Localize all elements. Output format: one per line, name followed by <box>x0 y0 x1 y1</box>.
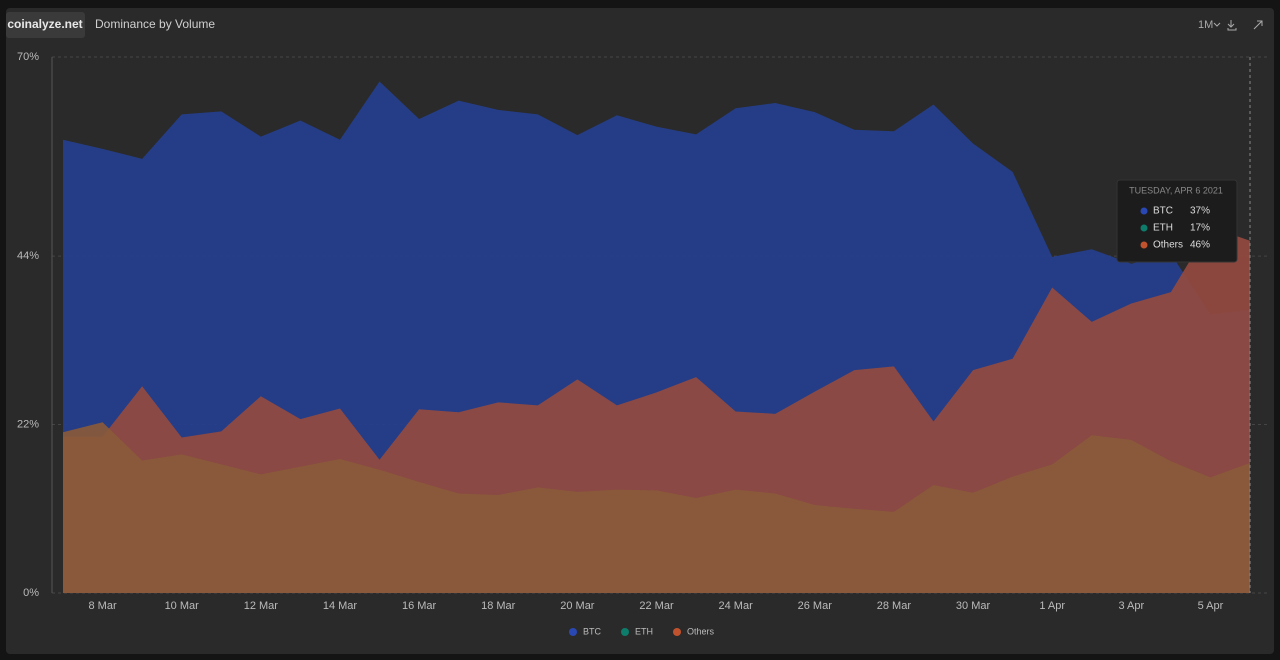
legend-label: Others <box>687 626 715 636</box>
logo[interactable]: coinalyze.net <box>7 17 82 31</box>
x-tick-label: 14 Mar <box>323 600 358 612</box>
legend-dot <box>569 628 577 636</box>
x-tick-label: 26 Mar <box>798 600 833 612</box>
download-icon[interactable] <box>1227 20 1237 31</box>
tooltip-name: BTC <box>1153 206 1173 217</box>
tooltip-value: 37% <box>1190 206 1210 217</box>
tooltip-value: 46% <box>1190 240 1210 251</box>
area <box>63 422 1250 593</box>
x-tick-label: 16 Mar <box>402 600 437 612</box>
expand-icon[interactable] <box>1253 20 1263 30</box>
x-tick-label: 20 Mar <box>560 600 595 612</box>
tooltip-name: Others <box>1153 240 1183 251</box>
x-tick-label: 3 Apr <box>1118 600 1144 612</box>
tooltip-dot <box>1140 224 1148 232</box>
tooltip-name: ETH <box>1153 223 1173 234</box>
x-tick-label: 12 Mar <box>244 600 279 612</box>
legend-dot <box>673 628 681 636</box>
tooltip <box>1116 179 1238 263</box>
y-tick-label: 22% <box>17 418 39 430</box>
x-tick-label: 30 Mar <box>956 600 991 612</box>
x-tick-label: 28 Mar <box>877 600 912 612</box>
legend-dot <box>621 628 629 636</box>
legend-label: BTC <box>583 626 602 636</box>
dropdown-icon[interactable] <box>1213 22 1221 27</box>
tooltip-dot <box>1140 207 1148 215</box>
tooltip-value: 17% <box>1190 223 1210 234</box>
tooltip-dot <box>1140 241 1148 249</box>
x-tick-label: 18 Mar <box>481 600 516 612</box>
x-tick-label: 1 Apr <box>1039 600 1065 612</box>
x-tick-label: 8 Mar <box>89 600 117 612</box>
x-tick-label: 10 Mar <box>165 600 200 612</box>
logo-box[interactable] <box>6 12 85 38</box>
x-tick-label: 24 Mar <box>719 600 754 612</box>
x-tick-label: 22 Mar <box>639 600 674 612</box>
x-tick-label: 5 Apr <box>1198 600 1224 612</box>
chart-title: Dominance by Volume <box>95 17 215 31</box>
y-tick-label: 70% <box>17 51 39 63</box>
legend-label: ETH <box>635 626 653 636</box>
y-tick-label: 44% <box>17 250 39 262</box>
y-tick-label: 0% <box>23 587 39 599</box>
interval-select[interactable]: 1M <box>1198 19 1213 31</box>
tooltip-title: TUESDAY, APR 6 2021 <box>1129 185 1223 195</box>
